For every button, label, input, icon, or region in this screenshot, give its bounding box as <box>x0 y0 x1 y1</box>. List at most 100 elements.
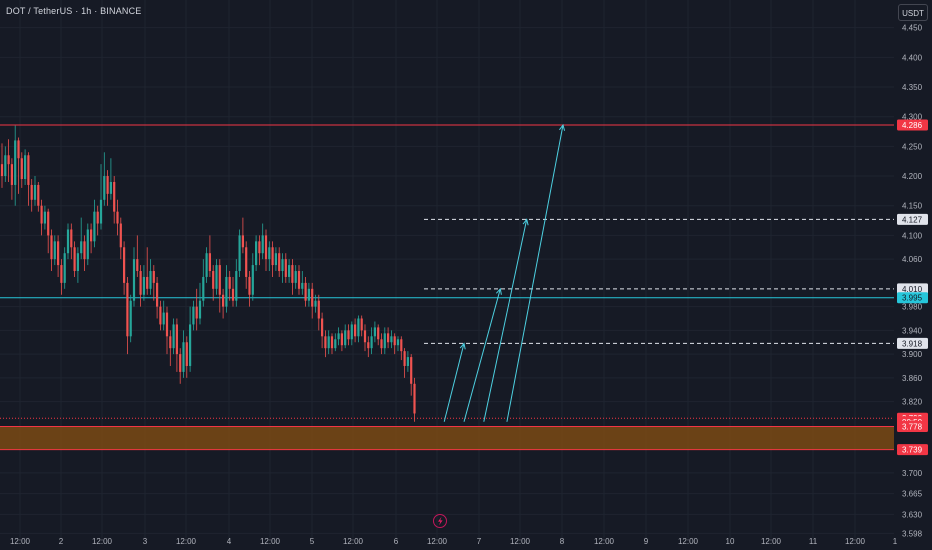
time-axis[interactable]: 12:00 2 12:00 3 12:00 4 12:00 5 12:00 6 12:00 7 12:0… <box>0 528 898 546</box>
candle <box>225 265 228 313</box>
candle-body <box>301 282 304 289</box>
candle-body <box>119 223 122 248</box>
candles <box>0 125 416 422</box>
time-tick-label: 12:00 <box>678 537 699 546</box>
candle <box>189 306 192 372</box>
time-tick-label: 3 <box>143 537 148 546</box>
candle-body <box>347 330 350 340</box>
candle <box>106 170 109 206</box>
price-badge: 3.739 <box>897 444 928 456</box>
candle-body <box>294 271 297 283</box>
candle-body <box>373 327 376 337</box>
candle <box>383 327 386 355</box>
projection-arrow <box>506 123 566 422</box>
candle <box>33 176 37 206</box>
arrow-head-icon <box>522 218 529 226</box>
candle <box>228 271 231 301</box>
candle-body <box>0 164 4 177</box>
candle <box>132 247 136 307</box>
candle <box>73 241 76 277</box>
horizontal-lines[interactable] <box>0 124 894 419</box>
candle-body <box>278 253 281 272</box>
candle-body <box>304 282 307 301</box>
candle-body <box>406 357 409 366</box>
candle <box>76 247 79 283</box>
candle-body <box>403 351 406 366</box>
candle-body <box>175 324 178 355</box>
candle <box>175 318 178 372</box>
candle <box>222 288 225 319</box>
candle <box>281 253 284 283</box>
price-badge-label: 4.286 <box>902 121 923 130</box>
candle <box>363 324 367 352</box>
time-tick-label: 12:00 <box>761 537 782 546</box>
price-badge-box <box>897 421 928 433</box>
candle-body <box>20 158 23 180</box>
price-badge-label: 4.127 <box>902 215 923 224</box>
candle <box>403 348 406 378</box>
candle <box>202 259 205 307</box>
candle-body <box>83 241 86 260</box>
candle <box>330 333 334 355</box>
candle-body <box>205 253 208 277</box>
candle-body <box>106 176 109 194</box>
price-tick-label: 3.700 <box>902 469 923 478</box>
price-tick-label: 3.665 <box>902 490 923 499</box>
candle <box>264 229 268 272</box>
candle <box>172 318 175 355</box>
candle <box>182 330 185 378</box>
candle <box>43 205 46 230</box>
currency-button[interactable]: USDT <box>898 4 928 21</box>
candle <box>149 259 152 295</box>
price-axis[interactable]: 4.450 4.400 4.350 4.300 4.250 4.200 4.150 4.100… <box>894 0 932 550</box>
candle-body <box>63 253 66 283</box>
candle-body <box>50 235 53 260</box>
candle-body <box>33 184 37 200</box>
candle <box>86 223 89 266</box>
projection-arrow-line <box>443 343 465 422</box>
candle-body <box>93 211 96 242</box>
candle-body <box>360 318 363 331</box>
candle <box>393 333 396 355</box>
candle-body <box>291 265 294 283</box>
candle <box>274 247 277 272</box>
price-tick-label: 3.900 <box>902 350 923 359</box>
candle-body <box>57 241 60 266</box>
time-tick-label: 10 <box>726 537 735 546</box>
candle-body <box>380 339 383 349</box>
demand-zone[interactable] <box>0 426 894 451</box>
candle <box>37 181 40 212</box>
candle-body <box>400 339 403 352</box>
candle-body <box>218 265 221 295</box>
candle <box>284 253 287 283</box>
candle-body <box>370 336 373 349</box>
price-badge-box <box>897 283 928 295</box>
candle-body <box>99 199 103 224</box>
candle <box>357 315 360 343</box>
candle-body <box>251 265 254 295</box>
candle-body <box>208 253 211 272</box>
candle <box>324 330 327 358</box>
candle <box>123 241 126 295</box>
candle <box>162 300 165 331</box>
candle-body <box>123 247 126 283</box>
projection-arrows[interactable] <box>443 123 566 422</box>
candle <box>347 324 350 346</box>
candle <box>10 158 13 200</box>
candle <box>231 276 235 307</box>
candle <box>212 265 215 301</box>
candle-body <box>281 259 284 272</box>
candle-body <box>363 330 367 343</box>
candle <box>14 125 17 206</box>
candle <box>340 330 343 352</box>
lightning-icon[interactable] <box>433 514 447 528</box>
candle <box>7 139 10 182</box>
candle <box>245 241 248 289</box>
projection-arrow <box>463 287 502 422</box>
projection-arrow-line <box>483 219 528 422</box>
candle <box>96 205 99 236</box>
price-tick-label: 4.250 <box>902 142 923 151</box>
candle <box>116 199 119 236</box>
candle <box>360 315 363 337</box>
